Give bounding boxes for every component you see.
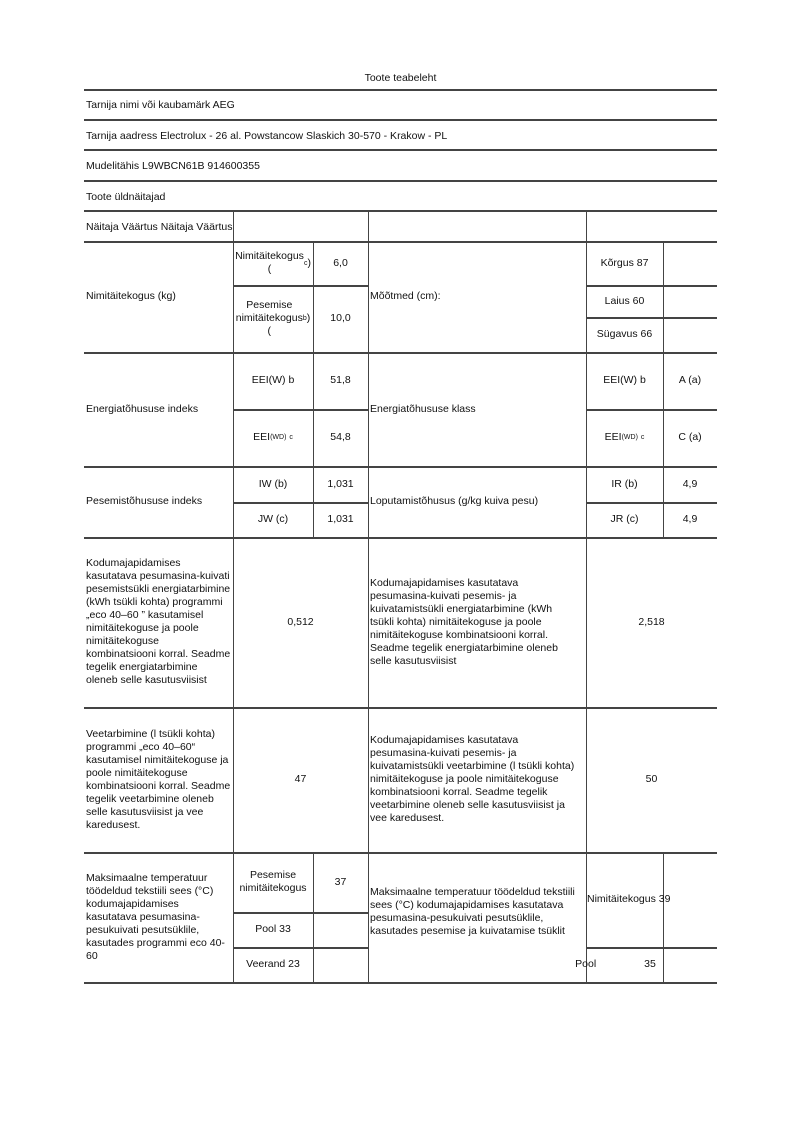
capacity-rated-value: 6,0 — [333, 256, 348, 269]
h-rule — [84, 537, 717, 539]
wash-iw-label: IW (b) — [258, 477, 288, 490]
temp-washdry-half-b: ol — [588, 958, 597, 970]
h-rule — [586, 409, 717, 411]
h-rule — [84, 852, 717, 854]
class-w-label: EEI(W) b — [603, 374, 646, 386]
model-row: Mudelitähis L9WBCN61B 914600355 — [86, 159, 260, 172]
h-rule — [586, 317, 717, 319]
eei-w-value: 51,8 — [330, 374, 351, 386]
temp-washdry-half-value: 35 — [644, 958, 656, 970]
class-w-value: A (a) — [678, 374, 702, 386]
rinse-ir-value: 4,9 — [682, 477, 698, 490]
dimension-depth: Sügavus 66 — [596, 328, 653, 340]
water-washdry-value: 50 — [645, 773, 658, 785]
dimension-height: Kõrgus 87 — [600, 256, 649, 269]
v-rule — [368, 210, 369, 982]
wash-jw-label: JW (c) — [257, 513, 289, 525]
temp-rated-label: Pesemise nimitäitekogus — [239, 869, 307, 894]
water-wash-label: Veetarbimine (l tsükli kohta) programmi … — [86, 727, 231, 831]
temp-washdry-half-a: Po — [575, 958, 588, 970]
temp-half: Pool 33 — [255, 923, 291, 935]
wash-index-label: Pesemistõhususe indeks — [86, 495, 203, 507]
wash-iw-value: 1,031 — [327, 477, 354, 490]
rinse-jr-value: 4,9 — [682, 513, 698, 525]
h-rule — [84, 149, 717, 151]
h-rule — [84, 241, 717, 243]
h-rule — [84, 707, 717, 709]
eei-wd-value: 54,8 — [330, 431, 351, 443]
supplier-row: Tarnija nimi või kaubamärk AEG — [86, 98, 235, 111]
temp-washdry-rated: Nimitäitekogus 39 — [587, 893, 671, 905]
energy-washdry-value: 2,518 — [638, 615, 665, 628]
temp-quarter: Veerand 23 — [246, 958, 300, 970]
temp-rated-value: 37 — [334, 876, 347, 888]
energy-wash-label: Kodumajapidamises kasutatava pesumasina-… — [86, 557, 231, 686]
energy-wash-value: 0,512 — [287, 615, 314, 628]
h-rule — [233, 285, 368, 287]
h-rule — [84, 210, 717, 212]
table-header: Näitaja Väärtus Näitaja Väärtus — [86, 220, 233, 233]
h-rule — [586, 285, 717, 287]
rinse-ir-label: IR (b) — [611, 477, 638, 490]
v-rule — [663, 852, 664, 982]
h-rule — [84, 466, 717, 468]
eei-label: Energiatõhususe indeks — [86, 402, 199, 415]
wash-jw-value: 1,031 — [327, 513, 354, 525]
capacity-wash-label: Pesemise nimitäitekogus(b) — [235, 299, 311, 337]
v-rule — [313, 241, 314, 537]
page-title: Toote teabeleht — [364, 71, 437, 84]
class-wd-label: EEI (WD) c — [604, 431, 645, 443]
h-rule — [84, 352, 717, 354]
rinse-label: Loputamistõhusus (g/kg kuiva pesu) — [370, 495, 539, 507]
temp-washdry-label: Maksimaalne temperatuur töödeldud teksti… — [370, 886, 575, 937]
h-rule — [586, 947, 717, 949]
dimensions-label: Mõõtmed (cm): — [370, 290, 441, 302]
capacity-label: Nimitäitekogus (kg) — [86, 290, 176, 302]
eei-wd-label: EEI (WD) c — [253, 431, 293, 443]
h-rule — [233, 947, 368, 949]
h-rule — [233, 409, 368, 411]
h-rule — [84, 119, 717, 121]
dimension-width: Laius 60 — [604, 294, 645, 307]
h-rule — [233, 912, 368, 914]
v-rule — [586, 210, 587, 982]
v-rule — [663, 241, 664, 537]
class-wd-value: C (a) — [678, 431, 702, 443]
h-rule — [84, 982, 717, 984]
temp-wash-label: Maksimaalne temperatuur töödeldud teksti… — [86, 871, 225, 962]
water-wash-value: 47 — [294, 773, 307, 785]
address-row: Tarnija aadress Electrolux - 26 al. Pows… — [86, 129, 448, 142]
general-row: Toote üldnäitajad — [86, 190, 166, 203]
rinse-jr-label: JR (c) — [610, 513, 639, 525]
h-rule — [84, 89, 717, 91]
water-washdry-label: Kodumajapidamises kasutatava pesumasina-… — [370, 734, 575, 824]
h-rule — [586, 502, 717, 504]
eei-w-label: EEI(W) b — [251, 374, 295, 386]
v-rule — [313, 852, 314, 982]
energy-washdry-label: Kodumajapidamises kasutatava pesumasina-… — [370, 576, 558, 667]
h-rule — [84, 180, 717, 182]
v-rule — [233, 210, 234, 982]
h-rule — [233, 502, 368, 504]
capacity-wash-value: 10,0 — [330, 312, 351, 324]
capacity-rated-label: Nimitäitekogus(c) — [235, 250, 311, 275]
energy-class-label: Energiatõhususe klass — [370, 402, 476, 415]
